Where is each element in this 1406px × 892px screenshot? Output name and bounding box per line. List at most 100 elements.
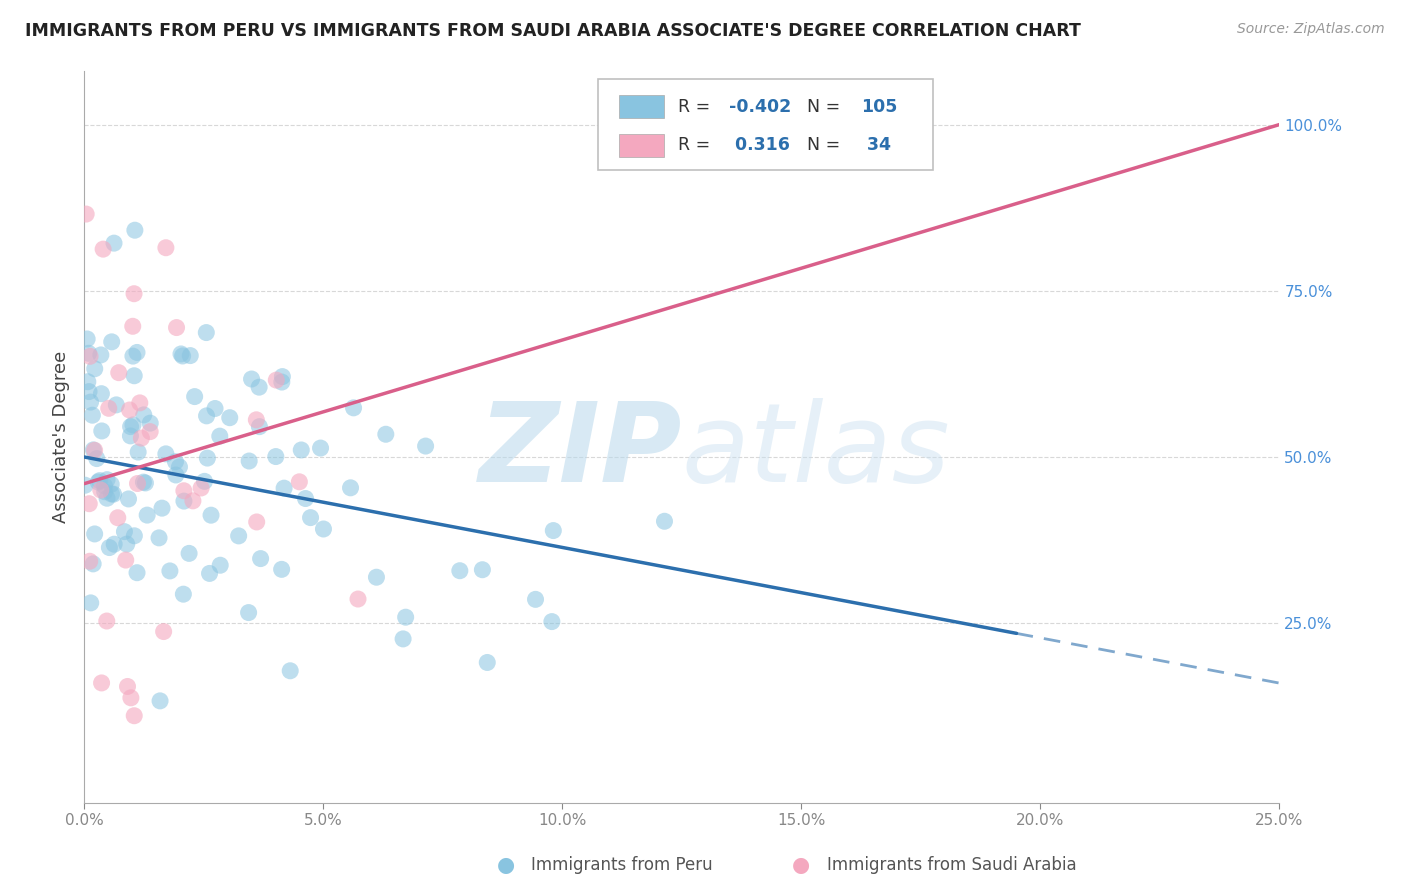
Point	[165, 455, 187, 469]
Point	[177, 546, 200, 560]
Text: Immigrants from Saudi Arabia: Immigrants from Saudi Arabia	[827, 856, 1077, 874]
Point	[139, 425, 162, 439]
Point	[195, 451, 218, 466]
Point	[204, 401, 226, 416]
Point	[150, 501, 173, 516]
Point	[449, 564, 471, 578]
Point	[339, 481, 361, 495]
Point	[117, 680, 139, 694]
Point	[128, 396, 150, 410]
Point	[76, 332, 98, 346]
Text: R =: R =	[678, 136, 716, 154]
Point	[198, 566, 221, 581]
Point	[79, 554, 101, 568]
Point	[91, 242, 114, 256]
Point	[159, 564, 181, 578]
Point	[107, 510, 129, 524]
Point	[117, 491, 139, 506]
Point	[200, 508, 222, 523]
Point	[90, 483, 112, 497]
Point	[127, 476, 149, 491]
Point	[270, 375, 292, 389]
Point	[122, 286, 145, 301]
Point	[290, 442, 312, 457]
Text: atlas: atlas	[682, 398, 950, 505]
Point	[120, 419, 142, 434]
FancyBboxPatch shape	[619, 134, 664, 157]
Point	[173, 483, 195, 498]
Point	[120, 690, 142, 705]
Y-axis label: Associate's Degree: Associate's Degree	[52, 351, 70, 524]
Point	[166, 320, 188, 334]
Point	[228, 529, 250, 543]
FancyBboxPatch shape	[599, 78, 934, 170]
Point	[238, 454, 260, 468]
Point	[93, 484, 115, 499]
Point	[132, 408, 155, 422]
Text: -0.402: -0.402	[728, 98, 790, 116]
Point	[75, 478, 97, 492]
Point	[183, 390, 205, 404]
Point	[541, 615, 564, 629]
Point	[471, 563, 494, 577]
Point	[124, 529, 146, 543]
Point	[75, 207, 97, 221]
Point	[115, 537, 138, 551]
Point	[86, 451, 108, 466]
Point	[190, 481, 212, 495]
Point	[477, 656, 499, 670]
Point	[122, 368, 145, 383]
Text: IMMIGRANTS FROM PERU VS IMMIGRANTS FROM SAUDI ARABIA ASSOCIATE'S DEGREE CORRELAT: IMMIGRANTS FROM PERU VS IMMIGRANTS FROM …	[25, 22, 1081, 40]
Point	[83, 443, 105, 458]
Point	[100, 487, 122, 501]
Point	[134, 475, 156, 490]
Point	[131, 431, 153, 445]
Point	[173, 494, 195, 508]
Point	[125, 345, 148, 359]
Point	[209, 558, 232, 573]
Point	[82, 442, 104, 457]
Point	[170, 347, 193, 361]
Point	[139, 416, 162, 430]
Text: R =: R =	[678, 98, 716, 116]
Point	[543, 524, 565, 538]
Point	[149, 694, 172, 708]
Point	[165, 467, 187, 482]
Point	[82, 408, 104, 422]
Point	[77, 346, 100, 360]
Point	[77, 384, 100, 399]
Point	[118, 403, 141, 417]
Point	[266, 373, 288, 387]
Point	[249, 419, 271, 434]
Point	[246, 515, 269, 529]
Point	[273, 481, 295, 495]
Point	[114, 553, 136, 567]
Point	[90, 424, 112, 438]
Point	[218, 410, 240, 425]
Point	[288, 475, 311, 489]
Point	[124, 223, 146, 237]
Point	[96, 473, 118, 487]
Point	[103, 537, 125, 551]
Point	[309, 441, 332, 455]
Text: N =: N =	[807, 98, 846, 116]
Point	[312, 522, 335, 536]
Point	[87, 475, 110, 489]
Point	[103, 487, 125, 501]
Point	[122, 417, 145, 432]
Text: ●: ●	[498, 855, 515, 875]
Point	[100, 334, 122, 349]
Point	[148, 531, 170, 545]
Point	[89, 474, 111, 488]
Point	[195, 409, 218, 423]
Point	[524, 592, 547, 607]
Point	[347, 592, 370, 607]
Point	[77, 497, 100, 511]
Point	[270, 562, 292, 576]
Point	[93, 479, 115, 493]
Point	[155, 241, 177, 255]
Point	[245, 413, 267, 427]
Text: Source: ZipAtlas.com: Source: ZipAtlas.com	[1237, 22, 1385, 37]
Point	[299, 510, 322, 524]
Point	[238, 606, 260, 620]
